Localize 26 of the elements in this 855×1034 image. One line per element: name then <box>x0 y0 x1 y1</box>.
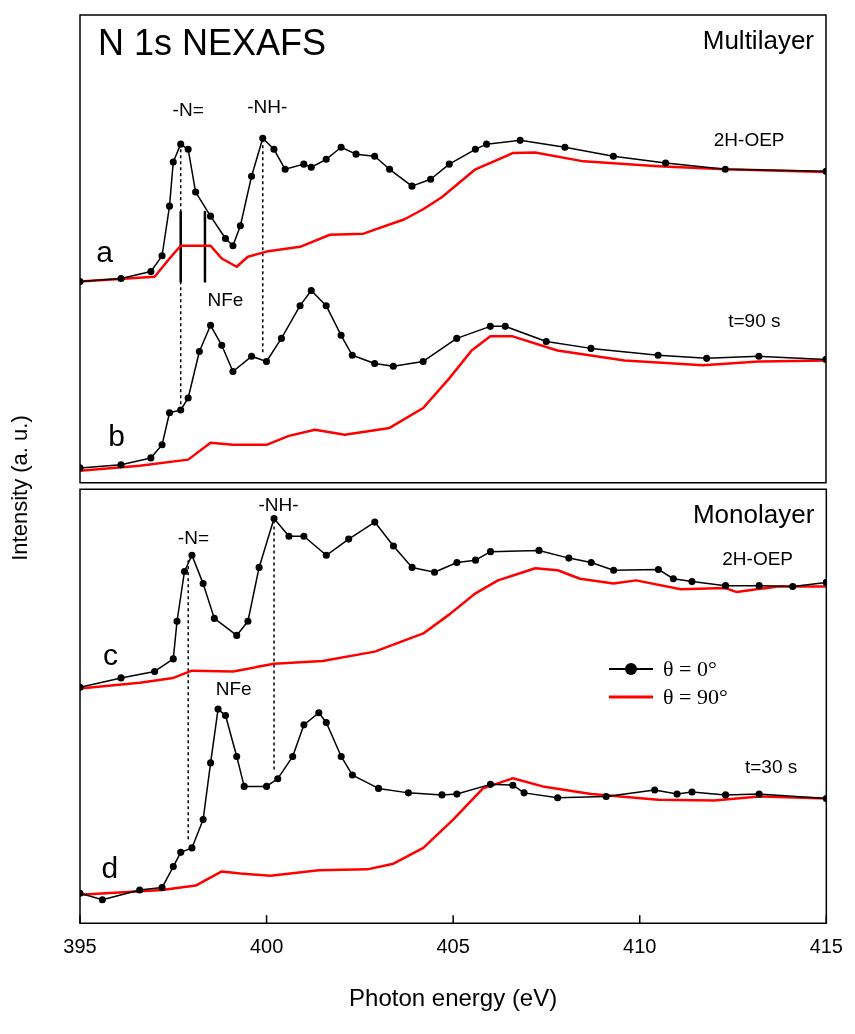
annotation: d <box>101 850 119 884</box>
y-axis-title: Intensity (a. u.) <box>7 414 33 563</box>
annotation: a <box>96 235 114 269</box>
text: -NH- <box>247 95 288 117</box>
annotation: -N= <box>177 527 210 549</box>
legend-label: θ = 0° <box>663 656 717 682</box>
annotation: c <box>103 638 119 672</box>
chart-subtitle: Multilayer <box>702 25 815 56</box>
annotation: NFe <box>215 678 252 700</box>
annotation: 2H-OEP <box>713 128 785 150</box>
annotation: t=30 s <box>744 755 798 777</box>
chart-title: N 1s NEXAFS <box>98 21 327 63</box>
text: -NH- <box>258 493 299 515</box>
x-axis-title: Photon energy (eV) <box>349 984 558 1012</box>
annotation: b <box>108 419 125 453</box>
x-tick-label: 400 <box>249 934 284 957</box>
annotation: 2H-OEP <box>722 548 794 570</box>
annotation: t=90 s <box>728 309 781 331</box>
x-tick-label: 415 <box>809 934 843 957</box>
x-tick-label: 395 <box>63 934 97 957</box>
x-tick-label: 410 <box>623 934 657 957</box>
x-tick-label: 405 <box>436 934 470 957</box>
legend-label: θ = 90° <box>663 684 728 710</box>
text: -N= <box>172 98 204 120</box>
annotation: NFe <box>207 289 244 310</box>
chart-subtitle: Monolayer <box>692 499 815 530</box>
